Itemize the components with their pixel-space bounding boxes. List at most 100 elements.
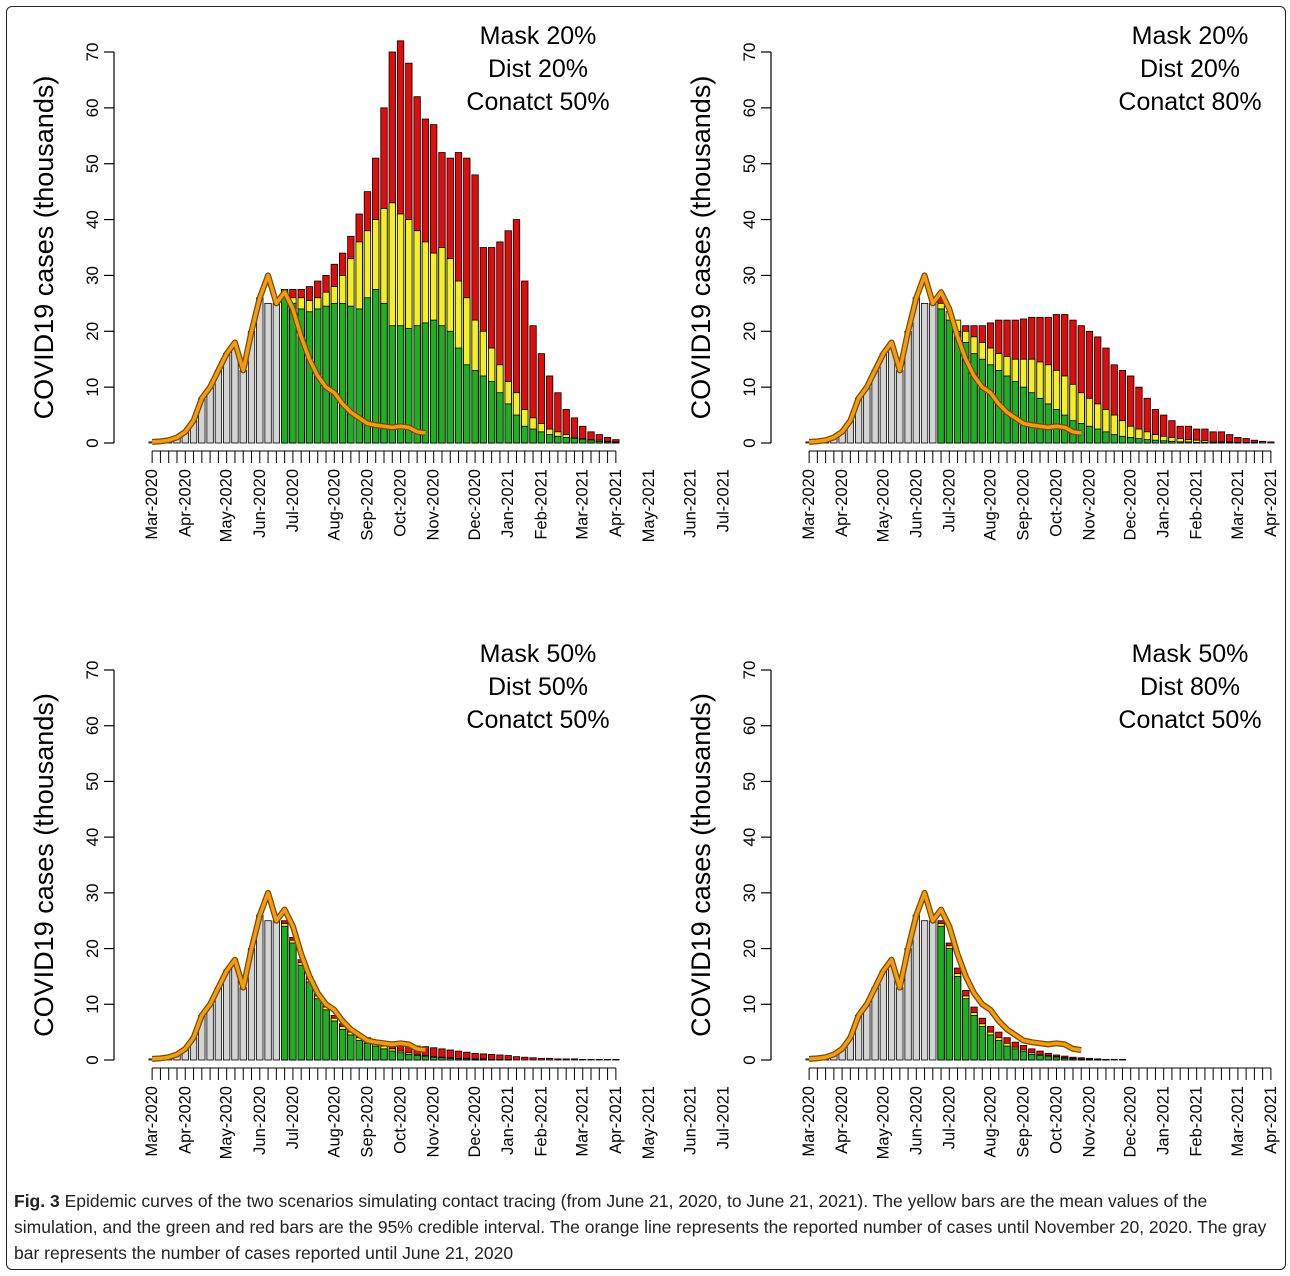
y-tick-label: 70 xyxy=(83,661,102,680)
scenario-annotation: Dist 50% xyxy=(488,673,588,701)
green-bar xyxy=(305,981,314,1061)
x-tick-label: Jan-2021 xyxy=(499,469,517,538)
y-axis-label: COVID19 cases (thousands) xyxy=(686,76,716,420)
green-bar xyxy=(579,439,587,444)
yellow-bar xyxy=(1242,442,1250,444)
y-axis-label: COVID19 cases (thousands) xyxy=(29,76,59,420)
x-tick-label: Mar-2021 xyxy=(574,1086,592,1157)
green-bar xyxy=(529,428,537,444)
green-bar xyxy=(1011,1048,1019,1061)
green-bar xyxy=(281,925,289,1061)
x-tick-label: Mar-2021 xyxy=(1229,1086,1247,1157)
yellow-bar xyxy=(1102,1059,1110,1061)
x-tick-label: May-2020 xyxy=(218,469,236,542)
x-tick-label: Dec-2020 xyxy=(1122,1086,1140,1158)
gray-bar xyxy=(887,964,896,1061)
y-tick-label: 70 xyxy=(83,43,102,62)
green-bar xyxy=(1044,403,1052,444)
x-tick-label: Nov-2020 xyxy=(1080,469,1098,541)
y-tick-label: 0 xyxy=(83,438,102,447)
green-bar xyxy=(554,435,562,444)
green-bar xyxy=(322,1009,330,1061)
green-bar xyxy=(396,325,405,444)
green-bar xyxy=(537,431,545,444)
y-tick-label: 40 xyxy=(83,828,102,847)
gray-bar xyxy=(272,302,280,444)
x-tick-label: Aug-2020 xyxy=(325,1086,343,1158)
green-bar xyxy=(545,434,554,444)
green-bar xyxy=(937,308,945,444)
y-tick-label: 50 xyxy=(740,154,759,173)
gray-bar xyxy=(879,353,887,444)
x-tick-label: Jul-2020 xyxy=(940,469,958,532)
y-tick-label: 10 xyxy=(740,378,759,397)
reported-line xyxy=(152,273,426,444)
y-tick-label: 0 xyxy=(83,1055,102,1064)
x-tick-label: Jan-2021 xyxy=(499,1086,517,1155)
reported-line xyxy=(809,273,1082,444)
x-tick-label: Mar-2020 xyxy=(800,469,818,540)
green-bar xyxy=(430,1056,438,1061)
y-tick-label: 60 xyxy=(83,716,102,735)
y-tick-label: 0 xyxy=(740,1055,759,1064)
x-tick-label: Apr-2020 xyxy=(176,469,194,537)
green-bar xyxy=(587,440,595,444)
gray-bar xyxy=(863,1003,871,1061)
green-bar xyxy=(438,325,446,444)
x-tick-label: Mar-2020 xyxy=(143,469,161,540)
green-bar xyxy=(1118,435,1127,444)
x-tick-label: Apr-2021 xyxy=(1262,1086,1280,1154)
figure-caption: Fig. 3 Epidemic curves of the two scenar… xyxy=(14,1188,1276,1266)
x-tick-label: Dec-2020 xyxy=(466,1086,484,1158)
x-tick-label: May-2021 xyxy=(640,469,658,542)
x-tick-label: Feb-2021 xyxy=(532,469,550,540)
green-bar xyxy=(1217,442,1226,444)
x-tick-label: Dec-2020 xyxy=(466,469,484,541)
x-tick-label: Aug-2020 xyxy=(982,469,1000,541)
y-tick-label: 10 xyxy=(740,995,759,1014)
y-tick-label: 10 xyxy=(83,378,102,397)
gray-bar xyxy=(896,369,904,444)
green-bar xyxy=(1193,442,1201,444)
scenario-annotation: Dist 20% xyxy=(488,55,588,83)
y-tick-label: 40 xyxy=(740,828,759,847)
x-tick-label: Jun-2020 xyxy=(907,469,925,538)
green-bar xyxy=(413,325,421,444)
x-tick-label: Jun-2021 xyxy=(681,1086,699,1155)
x-tick-label: Jul-2020 xyxy=(940,1086,958,1149)
x-tick-label: Apr-2021 xyxy=(607,469,625,537)
green-bar xyxy=(1085,1059,1094,1061)
green-bar xyxy=(305,311,314,444)
x-tick-label: Jul-2020 xyxy=(284,1086,302,1149)
green-bar xyxy=(1052,1057,1061,1061)
scenario-annotation: Conatct 50% xyxy=(466,88,609,116)
green-bar xyxy=(330,1020,338,1061)
y-tick-label: 20 xyxy=(740,939,759,958)
yellow-bar xyxy=(1234,442,1242,444)
red-bar xyxy=(512,1056,521,1061)
gray-bar xyxy=(256,297,264,444)
x-tick-label: Sep-2020 xyxy=(358,1086,376,1158)
green-bar xyxy=(405,1054,413,1061)
y-tick-label: 10 xyxy=(83,995,102,1014)
gray-bar xyxy=(920,920,929,1061)
green-bar xyxy=(380,302,388,444)
gray-bar xyxy=(239,369,247,444)
green-bar xyxy=(496,392,504,444)
green-bar xyxy=(438,1057,446,1061)
x-tick-label: Jul-2020 xyxy=(284,469,302,532)
green-bar xyxy=(372,288,380,444)
gray-bar xyxy=(912,297,920,444)
gray-bar xyxy=(231,347,239,444)
green-bar xyxy=(1151,439,1160,444)
x-tick-label: Oct-2020 xyxy=(392,1086,410,1154)
scenario-annotation: Mask 20% xyxy=(480,22,597,50)
green-bar xyxy=(463,364,471,444)
red-bar xyxy=(562,1058,570,1061)
green-bar xyxy=(978,358,986,444)
scenario-annotation: Conatct 50% xyxy=(466,706,609,734)
green-bar xyxy=(380,1048,388,1061)
green-bar xyxy=(504,403,512,444)
x-tick-label: Feb-2021 xyxy=(1188,469,1206,540)
x-tick-label: Feb-2021 xyxy=(1188,1086,1206,1157)
